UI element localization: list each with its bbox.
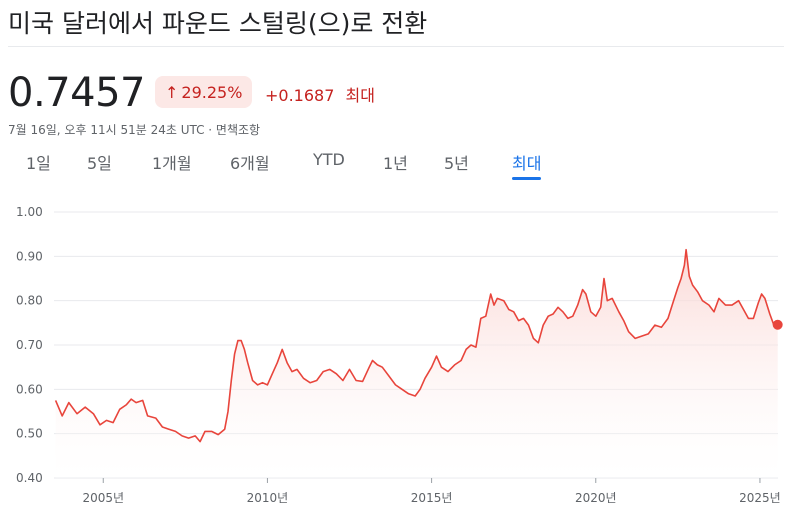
change-percent-value: 29.25%	[181, 82, 243, 102]
x-tick-label: 2010년	[247, 491, 289, 505]
x-tick-label: 2005년	[82, 491, 124, 505]
y-tick-label: 0.60	[16, 382, 43, 396]
tab-1y[interactable]: 1년	[383, 154, 408, 173]
tab-1d[interactable]: 1일	[26, 154, 51, 173]
y-tick-label: 0.40	[16, 471, 43, 485]
x-tick-label: 2025년	[739, 491, 781, 505]
timestamp-disclaimer: 7월 16일, 오후 11시 51분 24초 UTC · 면책조항	[8, 123, 261, 137]
change-period-label: 최대	[345, 86, 375, 105]
y-tick-label: 0.80	[16, 294, 43, 308]
tab-6m[interactable]: 6개월	[230, 154, 270, 173]
y-tick-label: 0.70	[16, 338, 43, 352]
tab-5y[interactable]: 5년	[444, 154, 469, 173]
series-line	[54, 248, 779, 443]
current-value-marker	[772, 319, 783, 330]
tab-max[interactable]: 최대	[512, 150, 542, 180]
tab-ytd[interactable]: YTD	[313, 150, 345, 169]
change-absolute: +0.1687 최대	[265, 82, 375, 106]
change-absolute-value: +0.1687	[265, 86, 335, 105]
y-axis: 1.00 0.90 0.80 0.70 0.60 0.50 0.40	[16, 205, 43, 485]
arrow-up-icon: ↑	[165, 82, 179, 102]
series-area-fill	[55, 249, 778, 478]
y-tick-label: 0.90	[16, 249, 43, 263]
change-percent-badge: ↑ 29.25%	[155, 76, 253, 108]
y-tick-label: 1.00	[16, 205, 43, 219]
x-tick-label: 2020년	[575, 491, 617, 505]
x-axis: 2005년 2010년 2015년 2020년 2025년	[82, 478, 781, 505]
page-title: 미국 달러에서 파운드 스털링(으)로 전환	[8, 9, 428, 38]
y-tick-label: 0.50	[16, 427, 43, 441]
tab-5d[interactable]: 5일	[87, 154, 112, 173]
current-price: 0.7457	[8, 70, 145, 116]
header-divider	[8, 46, 784, 47]
x-tick-label: 2015년	[411, 491, 453, 505]
tab-1m[interactable]: 1개월	[152, 154, 192, 173]
